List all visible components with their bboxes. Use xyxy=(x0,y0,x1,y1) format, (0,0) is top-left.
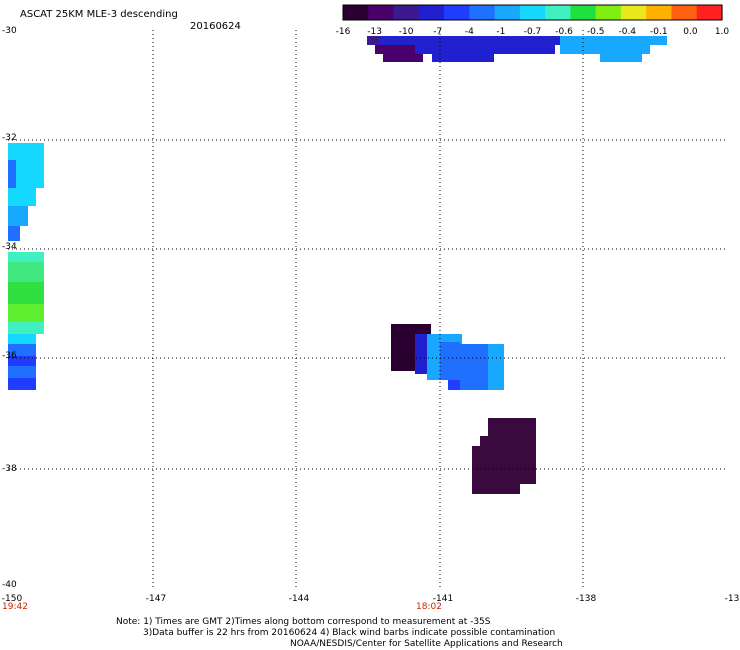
colorbar-tick-label: -16 xyxy=(335,27,351,37)
colorbar-segment xyxy=(545,5,571,20)
data-cell xyxy=(480,436,536,446)
lat-label: -32 xyxy=(2,133,17,143)
colorbar-tick-label: 1.0 xyxy=(714,27,730,37)
lat-label: -34 xyxy=(2,242,17,252)
data-cell xyxy=(375,45,555,54)
colorbar-tick-label: -13 xyxy=(367,27,382,37)
lon-label: -138 xyxy=(575,594,597,604)
product-title: ASCAT 25KM MLE-3 descending xyxy=(20,9,178,20)
time-label: 19:42 xyxy=(2,602,28,612)
data-cell xyxy=(383,54,423,62)
data-cell xyxy=(415,334,427,374)
data-cell xyxy=(8,206,28,226)
colorbar-segment xyxy=(368,5,395,20)
lat-label: -38 xyxy=(2,464,17,474)
data-cell xyxy=(8,356,36,366)
colorbar-segment xyxy=(595,5,622,20)
colorbar-segment xyxy=(418,5,445,20)
data-cell xyxy=(8,334,36,344)
footer-note-1: Note: 1) Times are GMT 2)Times along bot… xyxy=(116,617,491,627)
data-cell xyxy=(8,366,36,378)
data-cell xyxy=(367,36,379,45)
lat-label: -36 xyxy=(2,351,17,361)
data-cell xyxy=(367,36,667,45)
time-label: 18:02 xyxy=(416,602,442,612)
lat-label: -40 xyxy=(2,580,17,590)
data-cell xyxy=(472,446,536,484)
colorbar-tick-label: -0.6 xyxy=(555,27,573,37)
colorbar-tick-label: -7 xyxy=(433,27,443,37)
data-cell xyxy=(560,36,667,45)
data-cell xyxy=(448,380,464,390)
data-cell xyxy=(8,252,44,262)
lat-lon-grid xyxy=(8,30,728,590)
data-cell xyxy=(432,54,494,62)
lon-label: -150 xyxy=(1,594,23,604)
colorbar-segment xyxy=(494,5,521,20)
colorbar-segment xyxy=(393,5,420,20)
colorbar-segment xyxy=(343,5,369,20)
data-cell xyxy=(8,282,44,304)
data-cell xyxy=(8,322,44,334)
lat-label: -30 xyxy=(2,26,17,36)
swath-data xyxy=(8,36,667,494)
lon-label: -147 xyxy=(145,594,167,604)
data-cell xyxy=(460,344,488,390)
data-cell xyxy=(560,45,650,54)
data-cell xyxy=(375,45,415,54)
data-cell xyxy=(8,160,16,188)
data-cell xyxy=(488,344,504,390)
colorbar-tick-label: -1 xyxy=(496,27,506,37)
data-cell xyxy=(8,262,44,282)
colorbar-tick-label: -0.1 xyxy=(650,27,668,37)
footer-note-2: 3)Data buffer is 22 hrs from 20160624 4)… xyxy=(143,628,556,638)
colorbar-tick-label: -4 xyxy=(464,27,474,37)
data-cell xyxy=(8,226,20,241)
product-date: 20160624 xyxy=(190,21,241,32)
colorbar-border xyxy=(342,4,723,21)
colorbar-segment xyxy=(519,5,546,20)
data-cell xyxy=(8,378,36,390)
data-cell xyxy=(440,342,460,380)
lon-label: -141 xyxy=(432,594,454,604)
data-cell xyxy=(8,304,44,322)
data-cell xyxy=(8,344,36,356)
colorbar-tick-label: -0.5 xyxy=(586,27,605,37)
lon-label: -13 xyxy=(724,594,740,604)
colorbar-segment xyxy=(646,5,673,20)
data-cell xyxy=(472,484,520,494)
footer-credit: NOAA/NESDIS/Center for Satellite Applica… xyxy=(290,639,563,649)
colorbar-segment xyxy=(620,5,647,20)
colorbar-segment xyxy=(696,5,723,20)
data-cell xyxy=(488,418,536,436)
lon-label: -144 xyxy=(288,594,310,604)
colorbar-segment xyxy=(671,5,698,20)
colorbar-segment xyxy=(570,5,597,20)
colorbar-tick-label: 0.0 xyxy=(683,27,698,37)
data-cell xyxy=(8,188,36,206)
colorbar xyxy=(342,4,723,21)
colorbar-segment xyxy=(469,5,496,20)
colorbar-tick-label: -0.4 xyxy=(618,27,637,37)
data-cell xyxy=(600,54,642,62)
colorbar-tick-label: -0.7 xyxy=(523,27,542,37)
colorbar-tick-label: -10 xyxy=(398,27,414,37)
colorbar-segment xyxy=(444,5,470,20)
